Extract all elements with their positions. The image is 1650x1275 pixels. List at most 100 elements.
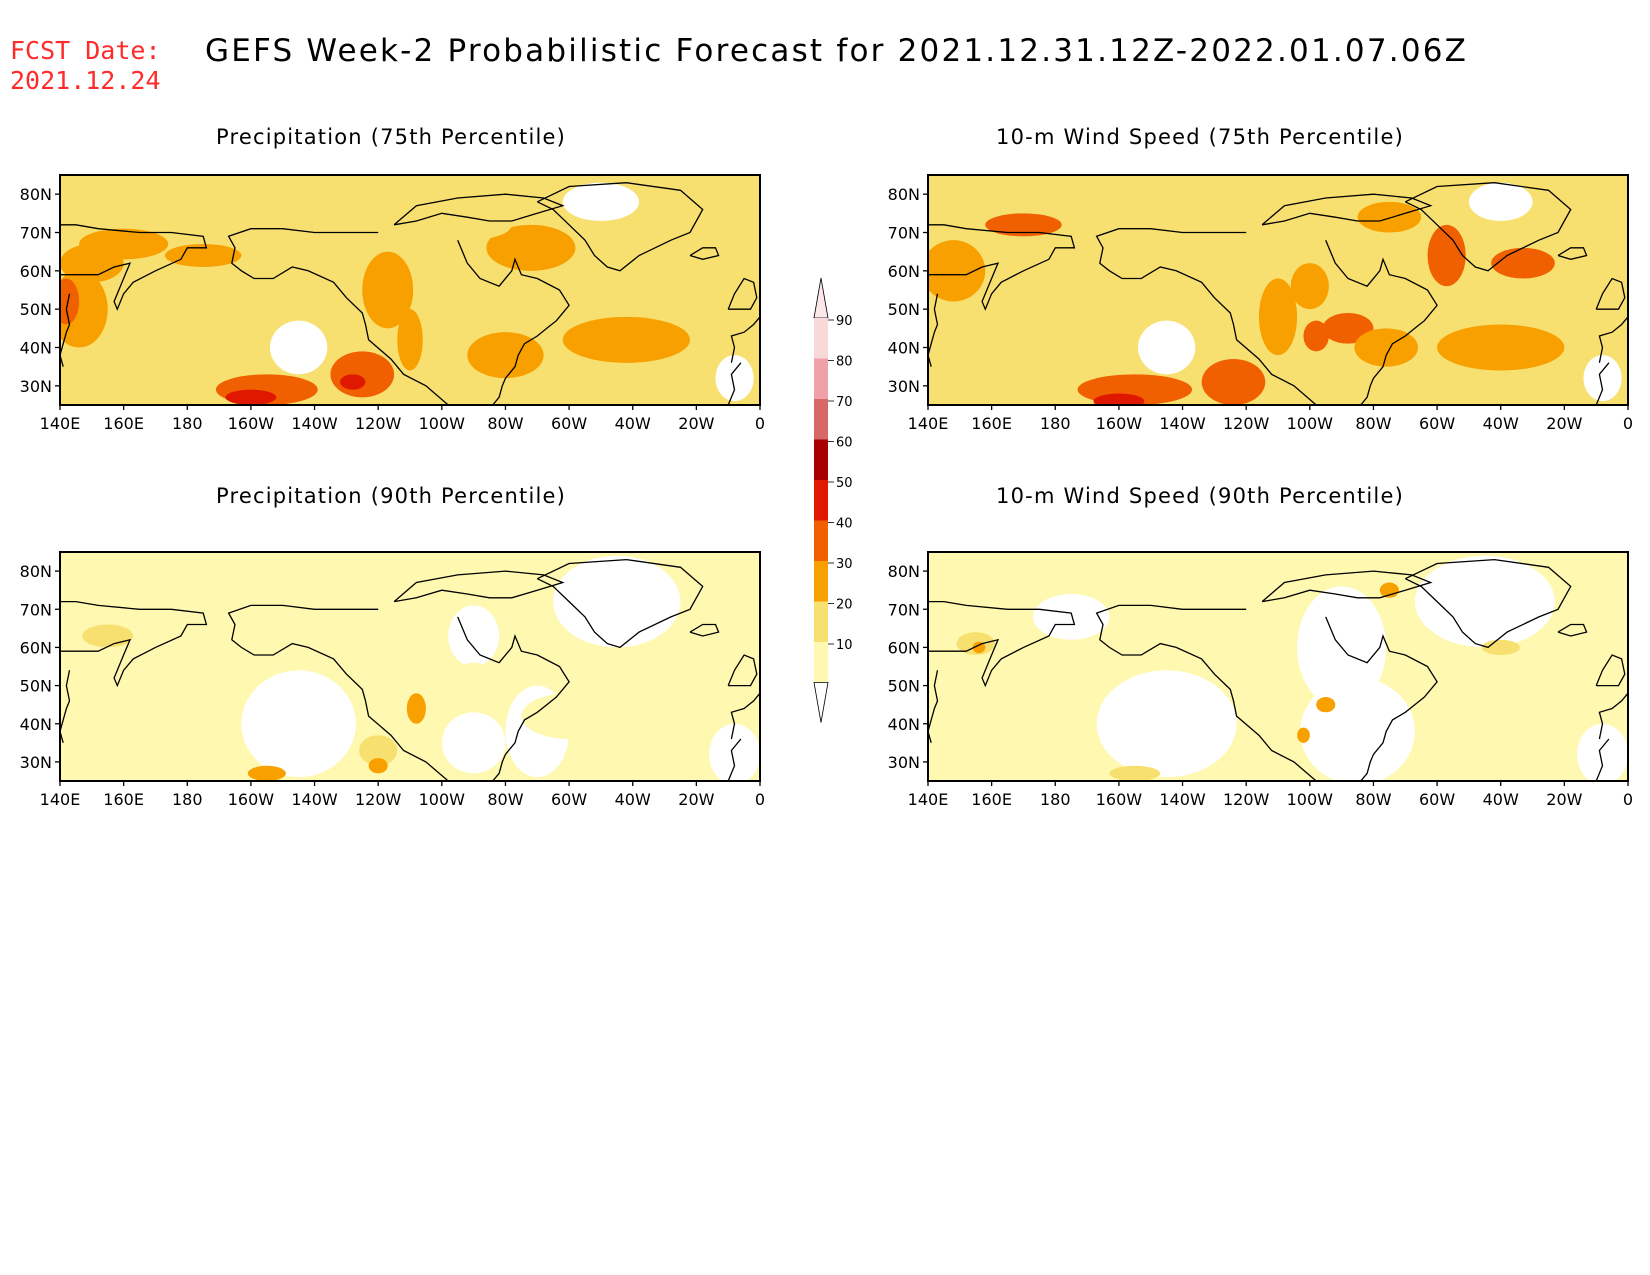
lat-tick-label: 50N (888, 677, 920, 696)
coastline (1598, 316, 1628, 363)
colorbar-segment (814, 561, 828, 602)
panel-title-wind90: 10-m Wind Speed (90th Percentile) (996, 484, 1404, 508)
map-precip75: 140E 160E 180 160W 140W 120W 100W 80W 60W 40W 20W 0… (20, 174, 765, 433)
lon-tick-label: 160E (971, 790, 1012, 809)
coastline (60, 293, 71, 367)
field-blob (368, 758, 388, 774)
probability-field (60, 552, 760, 781)
lat-tick-label: 60N (20, 262, 52, 281)
lon-tick-label: 40W (1483, 414, 1519, 433)
coastline (457, 616, 570, 781)
coastline (1325, 239, 1438, 405)
field-blob (362, 251, 414, 329)
lon-tick-label: 80W (1355, 414, 1391, 433)
colorbar-segment (814, 439, 828, 480)
lon-tick-label: 160W (1096, 790, 1143, 809)
coastline (457, 239, 570, 405)
field-blob (1093, 393, 1145, 405)
colorbar-label: 70 (836, 395, 853, 410)
coastline (928, 670, 939, 743)
lat-tick-label: 80N (20, 185, 52, 204)
field-blob (1297, 727, 1310, 743)
lon-tick-label: 120W (1223, 790, 1270, 809)
lon-tick-label: 20W (1546, 414, 1582, 433)
coastline (227, 228, 449, 405)
colorbar-segment (814, 399, 828, 440)
colorbar-label: 90 (836, 314, 853, 329)
colorbar-segment (814, 642, 828, 683)
field-blob (397, 309, 423, 371)
field-blob (1322, 313, 1374, 344)
coastline (227, 604, 449, 781)
lon-tick-label: 40W (1483, 790, 1519, 809)
map-wind75: 140E 160E 180 160W 140W 120W 100W 80W 60W 40W 20W 0… (888, 174, 1633, 433)
lon-tick-label: 80W (487, 414, 523, 433)
coastline (689, 247, 720, 260)
lat-tick-label: 60N (20, 638, 52, 657)
colorbar-label: 60 (836, 436, 853, 451)
panel-title-wind75: 10-m Wind Speed (75th Percentile) (996, 125, 1404, 149)
panel-title-precip90: Precipitation (90th Percentile) (215, 484, 567, 508)
coastline (1405, 182, 1572, 272)
lon-tick-label: 180 (172, 414, 203, 433)
lon-tick-label: 160E (103, 414, 144, 433)
field-blob (562, 316, 690, 363)
coastline (1095, 604, 1317, 781)
field-blob (1437, 324, 1565, 371)
field-below-10 (241, 670, 356, 778)
lon-tick-label: 0 (1623, 790, 1633, 809)
lat-tick-label: 30N (20, 753, 52, 772)
forecast-date-value: 2021.12.24 (10, 66, 161, 95)
coastline (60, 600, 208, 688)
coastline (393, 570, 565, 603)
coastline (60, 224, 208, 311)
field-below-10 (562, 182, 640, 221)
lat-tick-label: 50N (888, 300, 920, 319)
field-below-10 (1577, 723, 1628, 781)
field-blob (60, 278, 80, 325)
map-frame (927, 174, 1629, 406)
field-blob (985, 213, 1062, 237)
field-blob (406, 693, 426, 724)
lon-tick-label: 40W (615, 414, 651, 433)
map-precip90: 140E 160E 180 160W 140W 120W 100W 80W 60W 40W 20W 0… (20, 551, 765, 809)
colorbar-bottom-arrow (813, 682, 829, 723)
lon-tick-label: 100W (1287, 790, 1334, 809)
field-blob (79, 228, 169, 260)
lat-tick-label: 30N (20, 377, 52, 396)
colorbar-segment (814, 318, 828, 359)
field-blob (521, 693, 617, 740)
lat-tick-label: 40N (888, 339, 920, 358)
coastline (727, 362, 742, 405)
lon-tick-label: 60W (551, 414, 587, 433)
field-blob (1427, 224, 1466, 287)
lon-tick-label: 20W (678, 414, 714, 433)
lat-tick-label: 30N (888, 753, 920, 772)
field-below-10 (1583, 355, 1622, 402)
coastline (730, 316, 760, 363)
lat-tick-label: 70N (20, 600, 52, 619)
lon-tick-label: 80W (487, 790, 523, 809)
lat-tick-label: 40N (20, 339, 52, 358)
field-blob (486, 224, 576, 271)
field-blob (225, 389, 277, 405)
lon-tick-label: 120W (355, 790, 402, 809)
lat-tick-label: 30N (888, 377, 920, 396)
coastline (1405, 558, 1572, 649)
lon-tick-label: 140W (1159, 790, 1206, 809)
lat-tick-label: 70N (20, 224, 52, 243)
lon-tick-label: 160W (228, 414, 275, 433)
lon-tick-label: 0 (755, 414, 765, 433)
lat-tick-label: 70N (888, 600, 920, 619)
coastline (1557, 623, 1588, 637)
colorbar-label: 80 (836, 355, 853, 370)
field-blob (1357, 201, 1422, 233)
map-frame (927, 551, 1629, 782)
lon-tick-label: 20W (678, 790, 714, 809)
lat-tick-label: 80N (888, 185, 920, 204)
forecast-date-block: FCST Date: 2021.12.24 (10, 36, 161, 96)
lon-tick-label: 140W (1159, 414, 1206, 433)
coastline (727, 738, 742, 781)
